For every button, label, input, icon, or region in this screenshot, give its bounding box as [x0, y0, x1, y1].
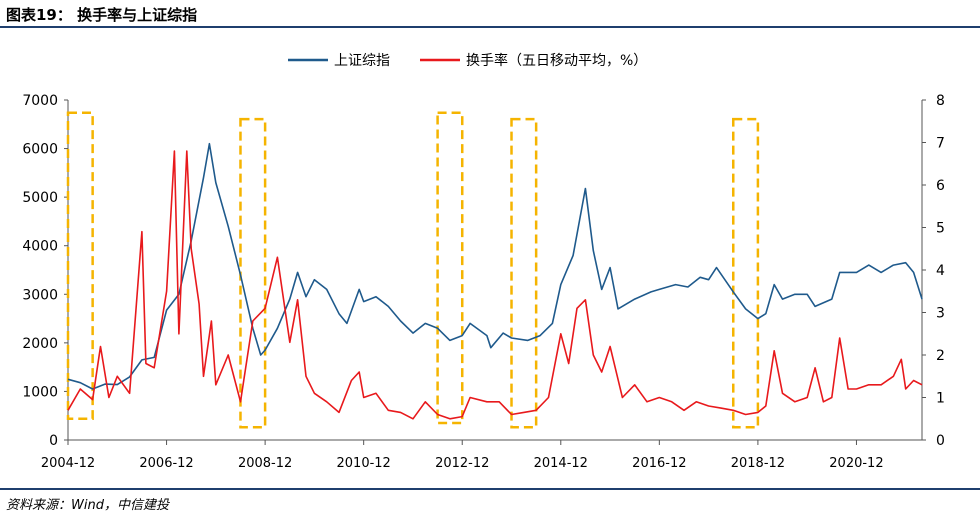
- title-rule: [0, 26, 980, 28]
- highlight-period-box: [436, 111, 464, 425]
- right-axis: 0 1 2 3 4 5 6 7 8: [921, 93, 945, 449]
- left-tick-label: 6000: [22, 142, 58, 158]
- left-tick-label: 0: [49, 433, 58, 449]
- x-tick-label: 2018-12: [731, 456, 785, 471]
- source-rule: [0, 488, 980, 490]
- x-tick-label: 2012-12: [435, 456, 489, 471]
- right-tick-label: 1: [936, 391, 945, 407]
- left-tick-label: 7000: [22, 93, 58, 109]
- left-tick-label: 2000: [22, 336, 58, 352]
- right-tick-label: 2: [936, 348, 945, 364]
- x-axis: 2004-12 2006-12 2008-12 2010-12 2012-12 2014-…: [41, 439, 922, 471]
- highlight-periods: [66, 111, 760, 429]
- x-tick-label: 2008-12: [238, 456, 292, 471]
- legend-label-index: 上证综指: [334, 53, 390, 69]
- source-note: 资料来源：Wind，中信建投: [6, 498, 169, 513]
- figure-title: 图表19： 换手率与上证综指: [6, 6, 198, 24]
- left-tick-label: 5000: [22, 190, 58, 206]
- x-tick-label: 2014-12: [534, 456, 588, 471]
- series-lines: [67, 142, 923, 420]
- highlight-period-box: [732, 117, 760, 429]
- legend: 上证综指 换手率（五日移动平均，%）: [288, 52, 647, 69]
- left-axis: 0 1000 2000 3000 4000 5000 6000 7000: [22, 93, 69, 449]
- right-tick-label: 4: [936, 263, 945, 279]
- x-tick-label: 2004-12: [41, 456, 95, 471]
- highlight-period-box: [66, 111, 94, 420]
- highlight-period-box: [510, 117, 538, 429]
- right-tick-label: 0: [936, 433, 945, 449]
- left-tick-label: 3000: [22, 287, 58, 303]
- x-tick-label: 2016-12: [632, 456, 686, 471]
- left-tick-label: 1000: [22, 384, 58, 400]
- right-tick-label: 6: [936, 178, 945, 194]
- legend-label-turnover: 换手率（五日移动平均，%）: [466, 52, 647, 69]
- right-tick-label: 3: [936, 306, 945, 322]
- index-series-line: [67, 142, 923, 390]
- right-tick-label: 8: [936, 93, 945, 109]
- x-tick-label: 2010-12: [337, 456, 391, 471]
- left-tick-label: 4000: [22, 239, 58, 255]
- x-tick-label: 2006-12: [139, 456, 193, 471]
- right-tick-label: 7: [936, 136, 945, 152]
- right-tick-label: 5: [936, 221, 945, 237]
- x-tick-label: 2020-12: [829, 456, 883, 471]
- turnover-series-line: [67, 150, 923, 420]
